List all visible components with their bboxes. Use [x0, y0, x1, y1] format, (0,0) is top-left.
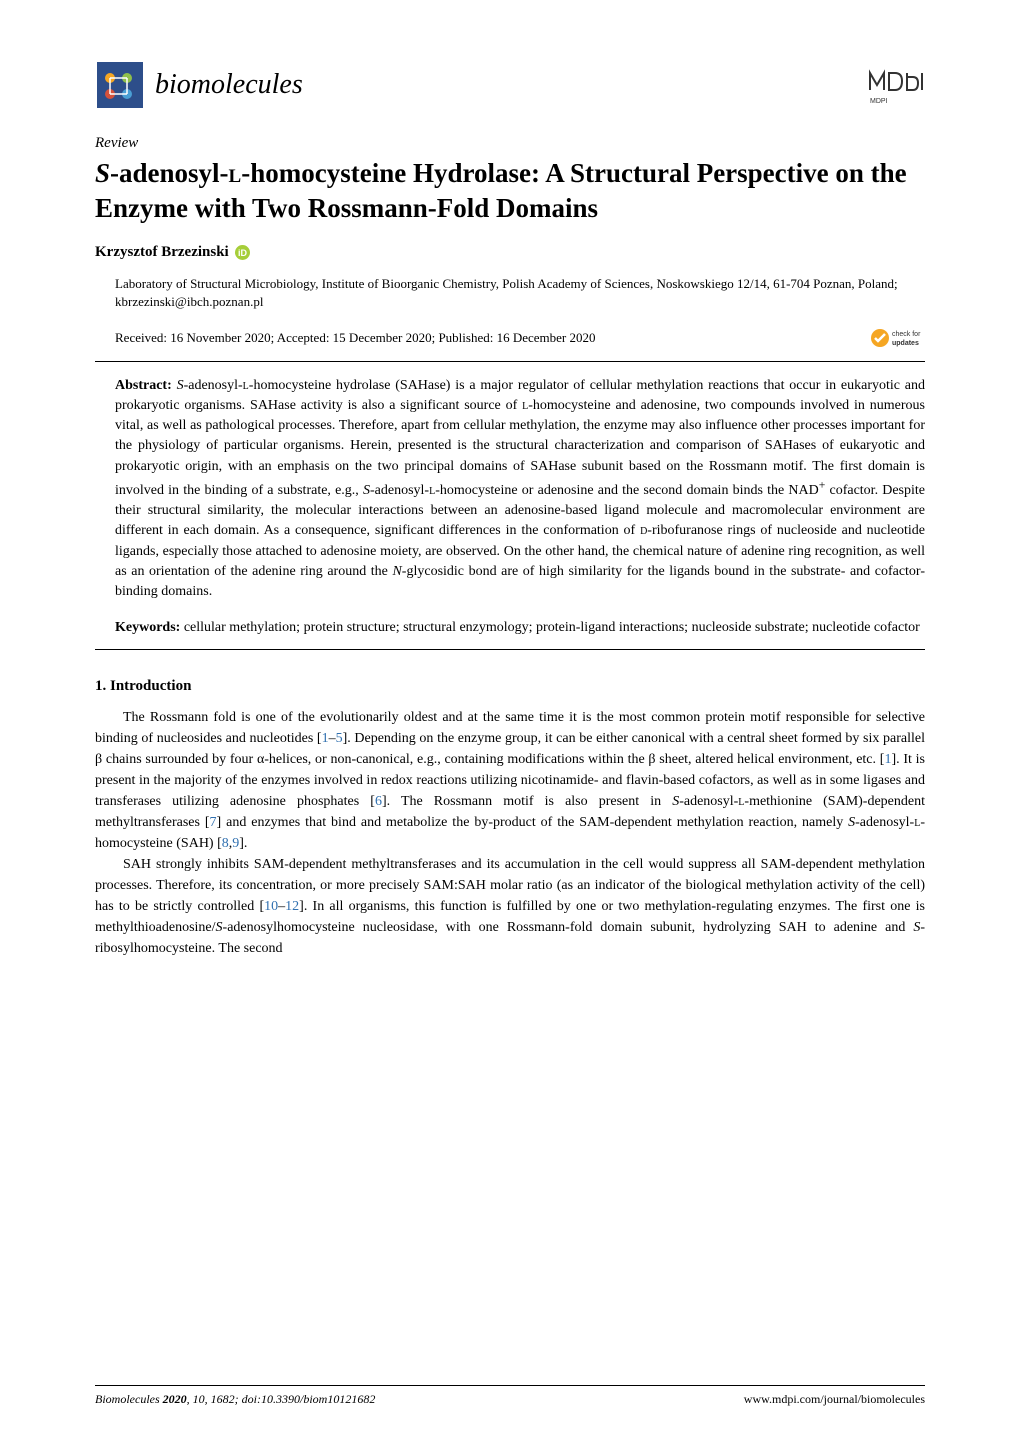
- intro-para-2: SAH strongly inhibits SAM-dependent meth…: [95, 854, 925, 959]
- divider-top: [95, 361, 925, 362]
- affiliation: Laboratory of Structural Microbiology, I…: [95, 275, 925, 311]
- publication-dates: Received: 16 November 2020; Accepted: 15…: [115, 330, 596, 346]
- orcid-icon[interactable]: iD: [235, 245, 250, 260]
- divider-bottom: [95, 649, 925, 650]
- svg-text:MDPI: MDPI: [870, 98, 888, 105]
- journal-name: biomolecules: [155, 69, 303, 101]
- keywords: Keywords: cellular methylation; protein …: [95, 618, 925, 638]
- publisher-logo: MDPI: [865, 65, 925, 105]
- article-title: S-adenosyl-l-homocysteine Hydrolase: A S…: [95, 156, 925, 226]
- author-name: Krzysztof Brzezinski: [95, 244, 229, 261]
- check-for-updates-icon[interactable]: check for updates: [870, 326, 925, 351]
- header-row: biomolecules MDPI: [95, 60, 925, 110]
- footer-url: www.mdpi.com/journal/biomolecules: [744, 1392, 925, 1407]
- abstract: Abstract: S-adenosyl-l-homocysteine hydr…: [95, 376, 925, 603]
- author-line: Krzysztof Brzezinski iD: [95, 244, 925, 261]
- svg-text:updates: updates: [892, 340, 919, 347]
- section-heading-intro: 1. Introduction: [95, 678, 925, 695]
- article-type: Review: [95, 135, 925, 152]
- abstract-label: Abstract:: [115, 378, 172, 393]
- intro-para-1: The Rossmann fold is one of the evolutio…: [95, 707, 925, 854]
- dates-row: Received: 16 November 2020; Accepted: 15…: [95, 326, 925, 351]
- keywords-label: Keywords:: [115, 620, 180, 635]
- page-footer: Biomolecules 2020, 10, 1682; doi:10.3390…: [95, 1385, 925, 1407]
- journal-logo-group: biomolecules: [95, 60, 303, 110]
- svg-text:iD: iD: [238, 248, 248, 258]
- footer-citation: Biomolecules 2020, 10, 1682; doi:10.3390…: [95, 1392, 375, 1407]
- svg-text:check for: check for: [892, 331, 921, 338]
- journal-logo-icon: [95, 60, 145, 110]
- abstract-text: S-adenosyl-l-homocysteine hydrolase (SAH…: [115, 378, 925, 600]
- keywords-text: cellular methylation; protein structure;…: [184, 620, 920, 635]
